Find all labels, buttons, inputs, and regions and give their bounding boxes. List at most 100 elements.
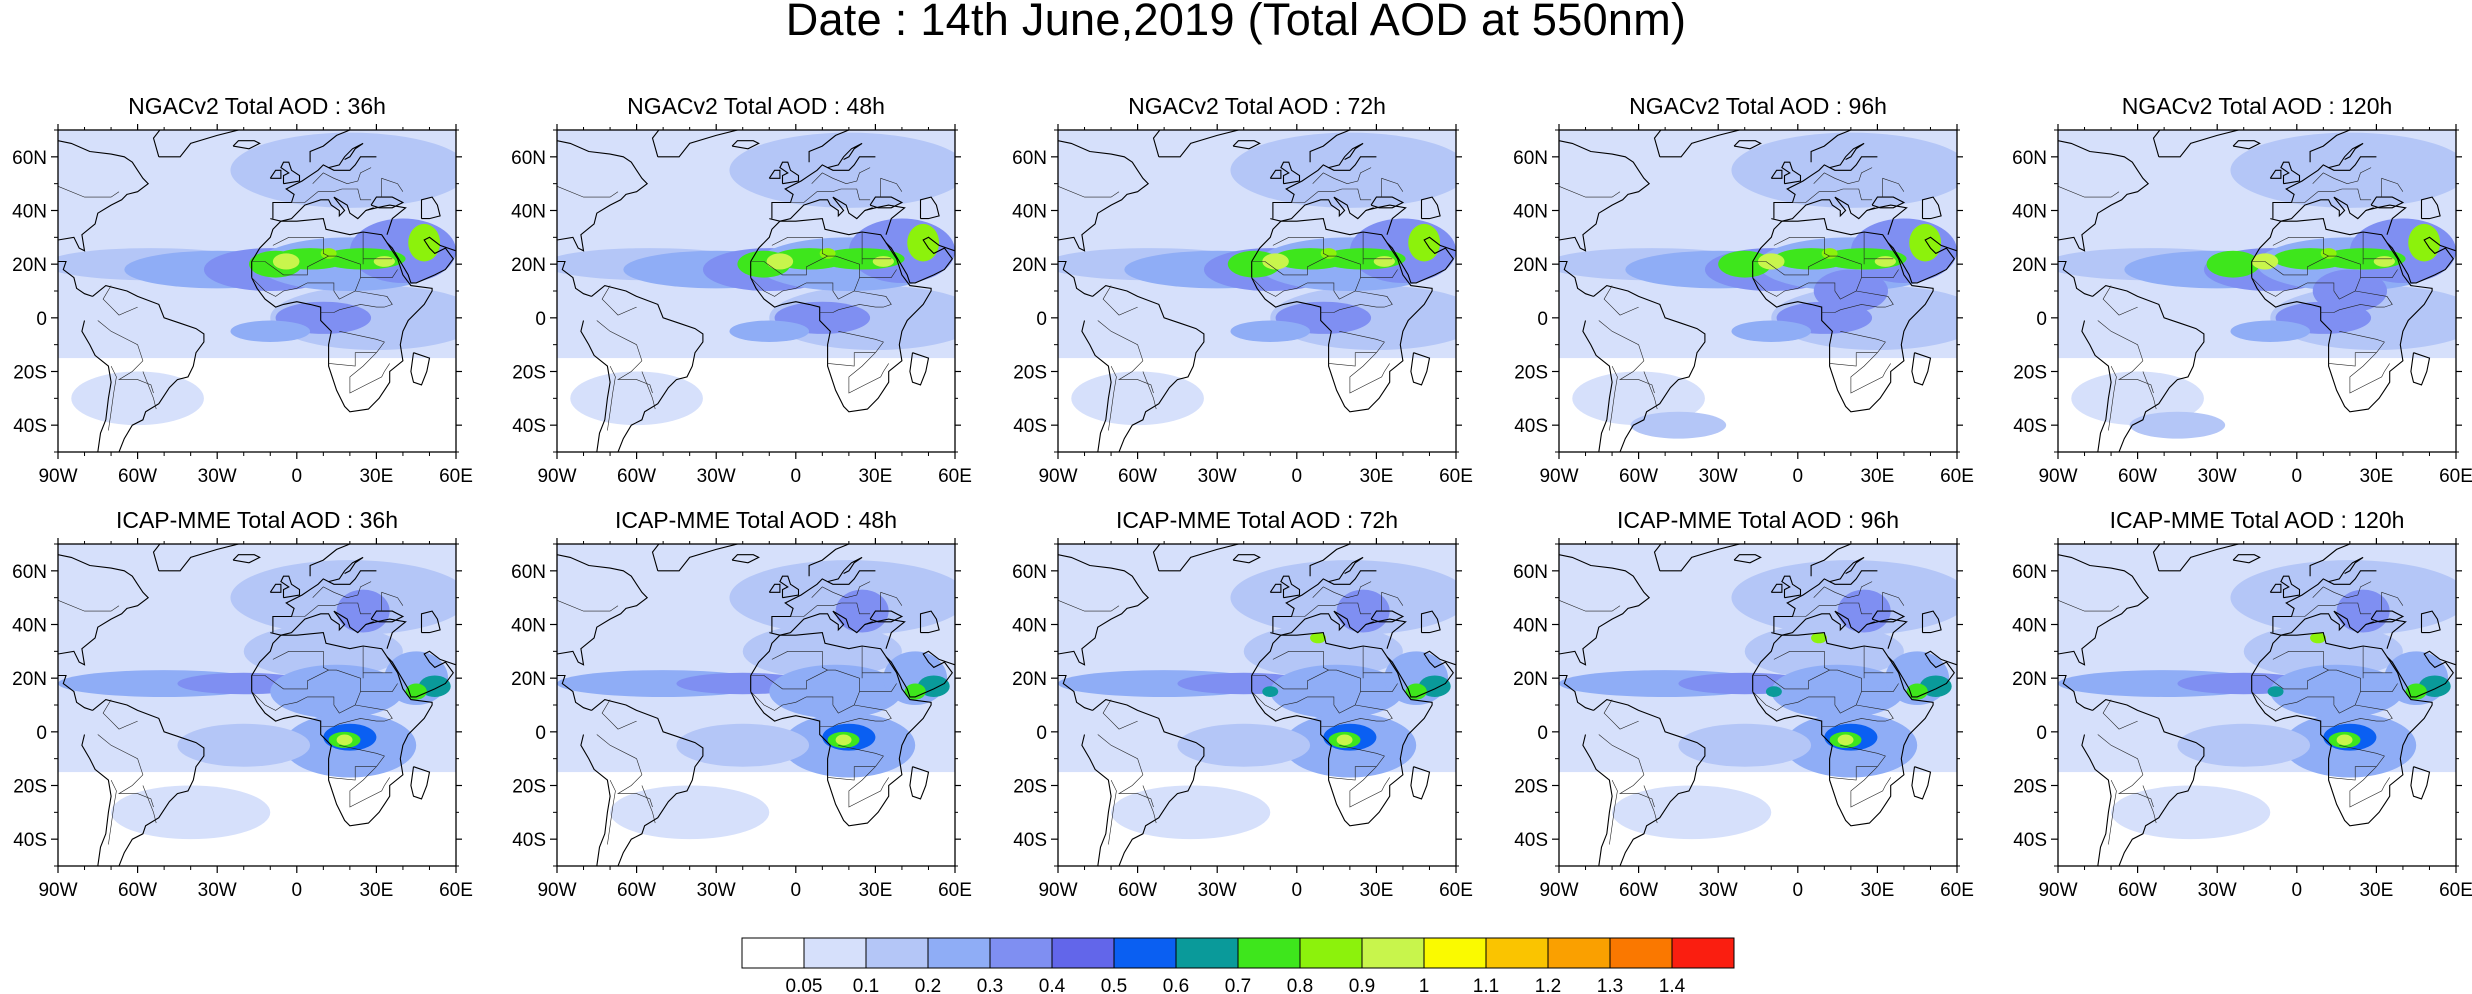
lat-tick-label: 20S xyxy=(1514,777,1548,798)
aod-contour xyxy=(2206,250,2260,278)
country-border xyxy=(601,699,637,730)
aod-contour xyxy=(729,320,810,342)
coastline xyxy=(580,734,611,866)
lon-tick-label: 0 xyxy=(1793,466,1804,487)
country-border xyxy=(2142,785,2157,824)
coastline xyxy=(2269,583,2282,593)
country-border xyxy=(1773,237,1830,257)
lat-tick-label: 60N xyxy=(1513,562,1548,583)
coastline xyxy=(1770,583,1783,593)
coastline xyxy=(58,554,150,666)
country-border xyxy=(1108,365,1117,431)
map-area: 90W 60W 30W 0 30E 60E 60N 40N 20N 0 20S 40S xyxy=(1012,124,1473,487)
aod-contour xyxy=(1625,619,1758,657)
colorbar-swatch xyxy=(1485,937,1549,969)
country-border xyxy=(2312,581,2372,599)
lon-tick-label: 30W xyxy=(1699,880,1738,901)
coastline xyxy=(1410,766,1431,800)
coastline xyxy=(1280,161,1301,185)
country-border xyxy=(596,320,653,394)
panel-title: NGACv2 Total AOD : 120h xyxy=(2122,93,2393,119)
map-panel: ICAP-MME Total AOD : 36h 90W 60W 30W 0 30E 60E… xyxy=(12,507,473,901)
coastline xyxy=(2269,169,2282,179)
country-border xyxy=(848,352,889,394)
country-border xyxy=(1829,331,1886,367)
coastline xyxy=(1058,260,1093,297)
lat-tick-label: 40N xyxy=(2012,616,2047,637)
coastline xyxy=(769,610,873,636)
colorbar-label: 0.2 xyxy=(915,976,941,994)
coastline xyxy=(2232,554,2261,564)
map-panel: ICAP-MME Total AOD : 72h 90W 60W 30W 0 30E 60E… xyxy=(1012,507,1473,901)
map-panel: ICAP-MME Total AOD : 48h 90W 60W 30W 0 30E 60E… xyxy=(511,507,972,901)
aod-contour xyxy=(1262,253,1289,270)
coastline xyxy=(827,556,863,583)
country-border xyxy=(1850,352,1891,394)
country-border xyxy=(2360,269,2398,278)
colorbar-label: 1.3 xyxy=(1597,976,1623,994)
country-border xyxy=(2102,285,2138,316)
aod-contour xyxy=(1811,632,1827,644)
lat-tick-label: 20S xyxy=(2013,363,2047,384)
country-border xyxy=(790,188,871,203)
coastline xyxy=(2328,142,2364,169)
coastline xyxy=(386,650,456,698)
coastline xyxy=(1871,196,1906,209)
coastline xyxy=(2410,766,2431,800)
country-border xyxy=(1312,167,1372,185)
coastline xyxy=(1081,320,1112,452)
coastline xyxy=(232,140,261,150)
country-border xyxy=(251,255,361,300)
lat-tick-label: 20S xyxy=(1514,363,1548,384)
lat-tick-label: 20S xyxy=(13,363,47,384)
country-border xyxy=(2102,699,2138,730)
country-border xyxy=(58,600,120,612)
coastline xyxy=(1911,352,1932,386)
coastline xyxy=(251,632,433,827)
coastline xyxy=(1386,650,1456,698)
coastline xyxy=(58,674,93,711)
country-border xyxy=(2272,651,2329,671)
country-border xyxy=(1320,704,1393,727)
country-border xyxy=(1142,371,1157,410)
lat-tick-label: 40N xyxy=(2012,202,2047,223)
aod-contour xyxy=(2312,269,2388,313)
colorbar-swatch xyxy=(1671,937,1735,969)
country-border xyxy=(557,600,619,612)
coastline xyxy=(2058,554,2150,666)
aod-contour xyxy=(1718,250,1772,278)
country-border xyxy=(1058,600,1120,612)
country-border xyxy=(1102,699,1138,730)
panel-title: ICAP-MME Total AOD : 120h xyxy=(2110,507,2405,533)
panel-title: ICAP-MME Total AOD : 48h xyxy=(615,507,897,533)
colorbar-swatch xyxy=(1175,937,1239,969)
coastline xyxy=(2272,570,2377,633)
coastline xyxy=(410,766,431,800)
coastline xyxy=(2058,260,2093,297)
colorbar-label: 1.1 xyxy=(1473,976,1499,994)
lat-tick-label: 40S xyxy=(2013,416,2047,437)
map-area: 90W 60W 30W 0 30E 60E 60N 40N 20N 0 20S 40S xyxy=(2012,538,2472,901)
aod-contour xyxy=(610,202,770,246)
lon-tick-label: 30W xyxy=(697,466,736,487)
coastline xyxy=(1272,570,1377,633)
colorbar: 0.05 0.1 0.2 0.3 0.4 0.5 0.6 0.7 0.8 0.9 1 1.1 1.2 1.… xyxy=(741,937,1735,994)
country-border xyxy=(880,591,903,612)
lat-tick-label: 20N xyxy=(12,669,47,690)
aod-contour xyxy=(1124,619,1257,657)
lon-tick-label: 60W xyxy=(1118,880,1157,901)
colorbar-swatch xyxy=(927,937,991,969)
country-border xyxy=(349,766,390,808)
country-border xyxy=(827,331,884,367)
coastline xyxy=(1582,320,1613,452)
coastline xyxy=(152,130,241,158)
lon-tick-label: 60E xyxy=(938,466,972,487)
coastline xyxy=(1770,169,1783,179)
country-border xyxy=(2291,188,2372,203)
coastline xyxy=(1829,142,1865,169)
coastline xyxy=(309,544,377,577)
country-border xyxy=(108,365,117,431)
coastline xyxy=(2270,610,2374,636)
country-border xyxy=(811,581,871,599)
lon-tick-label: 0 xyxy=(292,880,303,901)
